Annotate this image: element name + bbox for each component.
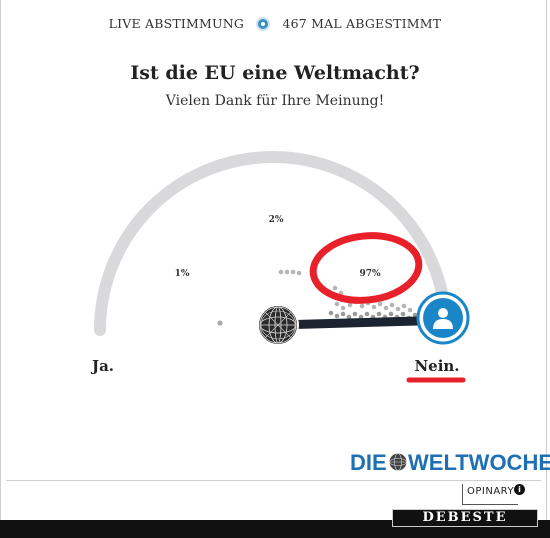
poll-question: Ist die EU eine Weltmacht? (130, 62, 420, 84)
annotation-circle (309, 232, 423, 304)
brand-logo-right: WELTWOCHE (408, 450, 550, 475)
frame-border-left (0, 0, 1, 520)
brand-logo[interactable]: DIE WELTWOCHE (350, 450, 550, 475)
globe-icon (257, 304, 299, 346)
radio-dot-icon (256, 16, 271, 31)
footer-divider (6, 480, 541, 481)
answer-left[interactable]: Ja. (90, 357, 114, 375)
result-label-right: 97% (359, 269, 381, 279)
watermark: DEBESTE (392, 509, 538, 527)
gauge-track (94, 151, 452, 336)
user-icon (416, 291, 470, 345)
frame-border-right (546, 0, 547, 520)
gauge-needle (273, 316, 423, 330)
result-label-middle: 2% (269, 215, 284, 225)
result-label-left: 1% (175, 269, 190, 279)
brand-globe-icon (389, 453, 407, 471)
poll-thanks: Vielen Dank für Ihre Meinung! (165, 93, 385, 109)
opinary-logo[interactable]: OPINARY (462, 484, 519, 505)
poll-header: LIVE ABSTIMMUNG 467 MAL ABGESTIMMT (0, 15, 550, 37)
info-icon[interactable]: i (514, 484, 525, 495)
answer-right[interactable]: Nein. (414, 357, 459, 375)
live-label: LIVE ABSTIMMUNG (108, 16, 245, 31)
vote-count: 467 MAL ABGESTIMMT (282, 16, 442, 31)
brand-logo-left: DIE (350, 450, 387, 475)
